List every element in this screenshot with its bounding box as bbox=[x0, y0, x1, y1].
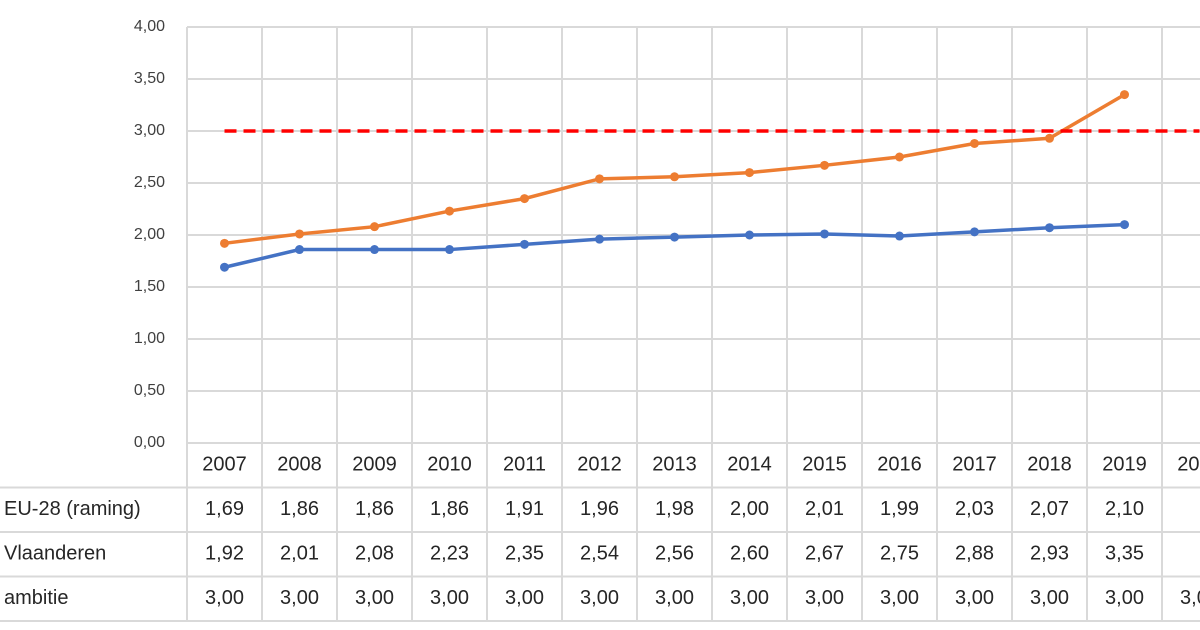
table-value: 3,00 bbox=[355, 587, 394, 609]
row-label: Vlaanderen bbox=[4, 543, 106, 565]
x-tick-label: 2016 bbox=[877, 454, 922, 476]
table-value: 3,35 bbox=[1105, 543, 1144, 565]
x-tick-label: 2017 bbox=[952, 454, 997, 476]
table-value: 1,92 bbox=[205, 543, 244, 565]
table-value: 1,86 bbox=[280, 498, 319, 520]
data-point bbox=[970, 138, 979, 148]
table-value: 1,98 bbox=[655, 498, 694, 520]
row-label: ambitie bbox=[4, 587, 68, 609]
table-value: 1,86 bbox=[355, 498, 394, 520]
table-value: 3,00 bbox=[730, 587, 769, 609]
table-value: 2,07 bbox=[1030, 498, 1069, 520]
table-value: 2,54 bbox=[580, 543, 619, 565]
x-tick-label: 2007 bbox=[202, 454, 247, 476]
y-tick-label: 2,50 bbox=[134, 174, 165, 191]
table-value: 2,08 bbox=[355, 543, 394, 565]
table-value: 3,00 bbox=[805, 587, 844, 609]
table-value: 2,75 bbox=[880, 543, 919, 565]
table-value: 2,01 bbox=[280, 543, 319, 565]
table-value: 2,60 bbox=[730, 543, 769, 565]
y-tick-label: 0,00 bbox=[134, 434, 165, 451]
data-point bbox=[520, 239, 529, 249]
series-line bbox=[224, 222, 1125, 269]
data-point bbox=[1120, 220, 1129, 230]
data-point bbox=[595, 174, 604, 184]
data-point bbox=[895, 231, 904, 241]
table-value: 2,10 bbox=[1105, 498, 1144, 520]
data-point bbox=[220, 262, 229, 272]
table-value: 2,03 bbox=[955, 498, 994, 520]
table-value: 1,96 bbox=[580, 498, 619, 520]
table-value: 2,88 bbox=[955, 543, 994, 565]
table-value: 3,00 bbox=[430, 587, 469, 609]
data-point bbox=[670, 232, 679, 242]
data-point bbox=[895, 152, 904, 162]
y-tick-label: 2,00 bbox=[134, 226, 165, 243]
row-label: EU-28 (raming) bbox=[4, 498, 141, 520]
data-point bbox=[820, 229, 829, 239]
x-tick-label: 2015 bbox=[802, 454, 847, 476]
table-value: 3,00 bbox=[655, 587, 694, 609]
data-point bbox=[1045, 133, 1054, 143]
table-value: 1,69 bbox=[205, 498, 244, 520]
x-tick-label: 2013 bbox=[652, 454, 697, 476]
data-point bbox=[295, 245, 304, 255]
series-line bbox=[224, 93, 1126, 246]
table-value: 2,00 bbox=[730, 498, 769, 520]
table-value: 3,00 bbox=[280, 587, 319, 609]
data-point bbox=[970, 227, 979, 237]
table-value: 2,23 bbox=[430, 543, 469, 565]
table-value: 3,00 bbox=[955, 587, 994, 609]
table-value: 3,00 bbox=[1105, 587, 1144, 609]
data-point bbox=[820, 160, 829, 170]
y-tick-label: 1,00 bbox=[134, 330, 165, 347]
table-value: 3,00 bbox=[505, 587, 544, 609]
table-value: 1,86 bbox=[430, 498, 469, 520]
data-point bbox=[595, 234, 604, 244]
y-tick-label: 3,00 bbox=[134, 122, 165, 139]
x-tick-label: 2010 bbox=[427, 454, 472, 476]
table-value: 3,00 bbox=[580, 587, 619, 609]
data-point bbox=[295, 229, 304, 239]
data-point bbox=[445, 206, 454, 216]
x-tick-label: 2018 bbox=[1027, 454, 1072, 476]
data-point bbox=[745, 168, 754, 178]
y-tick-label: 3,50 bbox=[134, 70, 165, 87]
table-value: 1,99 bbox=[880, 498, 919, 520]
table-value: 2,93 bbox=[1030, 543, 1069, 565]
data-point bbox=[370, 222, 379, 232]
table-value: 2,56 bbox=[655, 543, 694, 565]
x-tick-label: 2019 bbox=[1102, 454, 1147, 476]
x-tick-label: 2009 bbox=[352, 454, 397, 476]
table-value: 3,00 bbox=[1030, 587, 1069, 609]
data-point bbox=[670, 172, 679, 182]
x-tick-label: 2008 bbox=[277, 454, 322, 476]
table-value: 2,35 bbox=[505, 543, 544, 565]
data-point bbox=[370, 245, 379, 255]
data-point bbox=[220, 238, 229, 248]
table-value: 2,01 bbox=[805, 498, 844, 520]
y-tick-label: 1,50 bbox=[134, 278, 165, 295]
data-point bbox=[445, 245, 454, 255]
x-tick-label: 2014 bbox=[727, 454, 772, 476]
y-tick-label: 4,00 bbox=[134, 18, 165, 35]
table-value: 3,00 bbox=[205, 587, 244, 609]
table-value: 2,67 bbox=[805, 543, 844, 565]
x-tick-label: 2012 bbox=[577, 454, 622, 476]
x-tick-label: 2020 bbox=[1177, 454, 1200, 476]
table-value: 1,91 bbox=[505, 498, 544, 520]
y-tick-label: 0,50 bbox=[134, 382, 165, 399]
table-value: 3,00 bbox=[880, 587, 919, 609]
data-point bbox=[520, 194, 529, 204]
data-point bbox=[1120, 90, 1129, 100]
data-point bbox=[1045, 223, 1054, 233]
data-point bbox=[745, 230, 754, 240]
table-value: 3,00 bbox=[1180, 587, 1200, 609]
x-tick-label: 2011 bbox=[503, 454, 546, 476]
